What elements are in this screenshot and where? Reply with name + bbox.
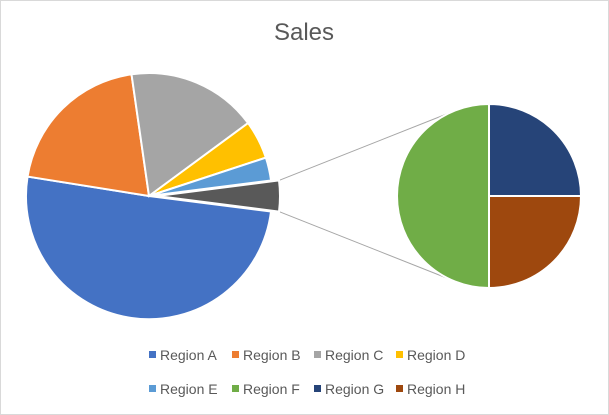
legend-label-region-a: Region A xyxy=(160,347,217,363)
legend-label-region-c: Region C xyxy=(325,347,383,363)
slice-region-e xyxy=(148,156,273,197)
legend: Region A Region B Region C Region D Region E… xyxy=(149,347,465,397)
connector-line-top xyxy=(278,112,451,181)
slice-combined-other xyxy=(156,179,281,213)
slice-region-g xyxy=(488,102,583,197)
legend-label-region-e: Region E xyxy=(160,381,218,397)
connector-line-bottom xyxy=(278,211,451,280)
slice-region-f xyxy=(396,102,490,290)
legend-marker-region-e xyxy=(149,385,156,392)
legend-marker-region-d xyxy=(396,351,403,358)
legend-marker-region-a xyxy=(149,351,156,358)
slice-region-c xyxy=(130,71,250,198)
slice-region-h xyxy=(488,195,583,290)
legend-label-region-g: Region G xyxy=(325,381,384,397)
legend-marker-region-f xyxy=(232,385,239,392)
primary-pie xyxy=(24,71,281,321)
legend-marker-region-h xyxy=(396,385,403,392)
connector-lines xyxy=(278,112,451,280)
legend-label-region-h: Region H xyxy=(407,381,465,397)
chart-title: Sales xyxy=(274,19,334,46)
legend-label-region-d: Region D xyxy=(407,347,465,363)
legend-label-region-b: Region B xyxy=(243,347,301,363)
slice-region-b xyxy=(26,73,151,198)
legend-marker-region-c xyxy=(314,351,321,358)
secondary-pie xyxy=(396,102,583,290)
legend-marker-region-b xyxy=(232,351,239,358)
legend-label-region-f: Region F xyxy=(243,381,300,397)
legend-marker-region-g xyxy=(314,385,321,392)
slice-region-a xyxy=(24,175,273,321)
